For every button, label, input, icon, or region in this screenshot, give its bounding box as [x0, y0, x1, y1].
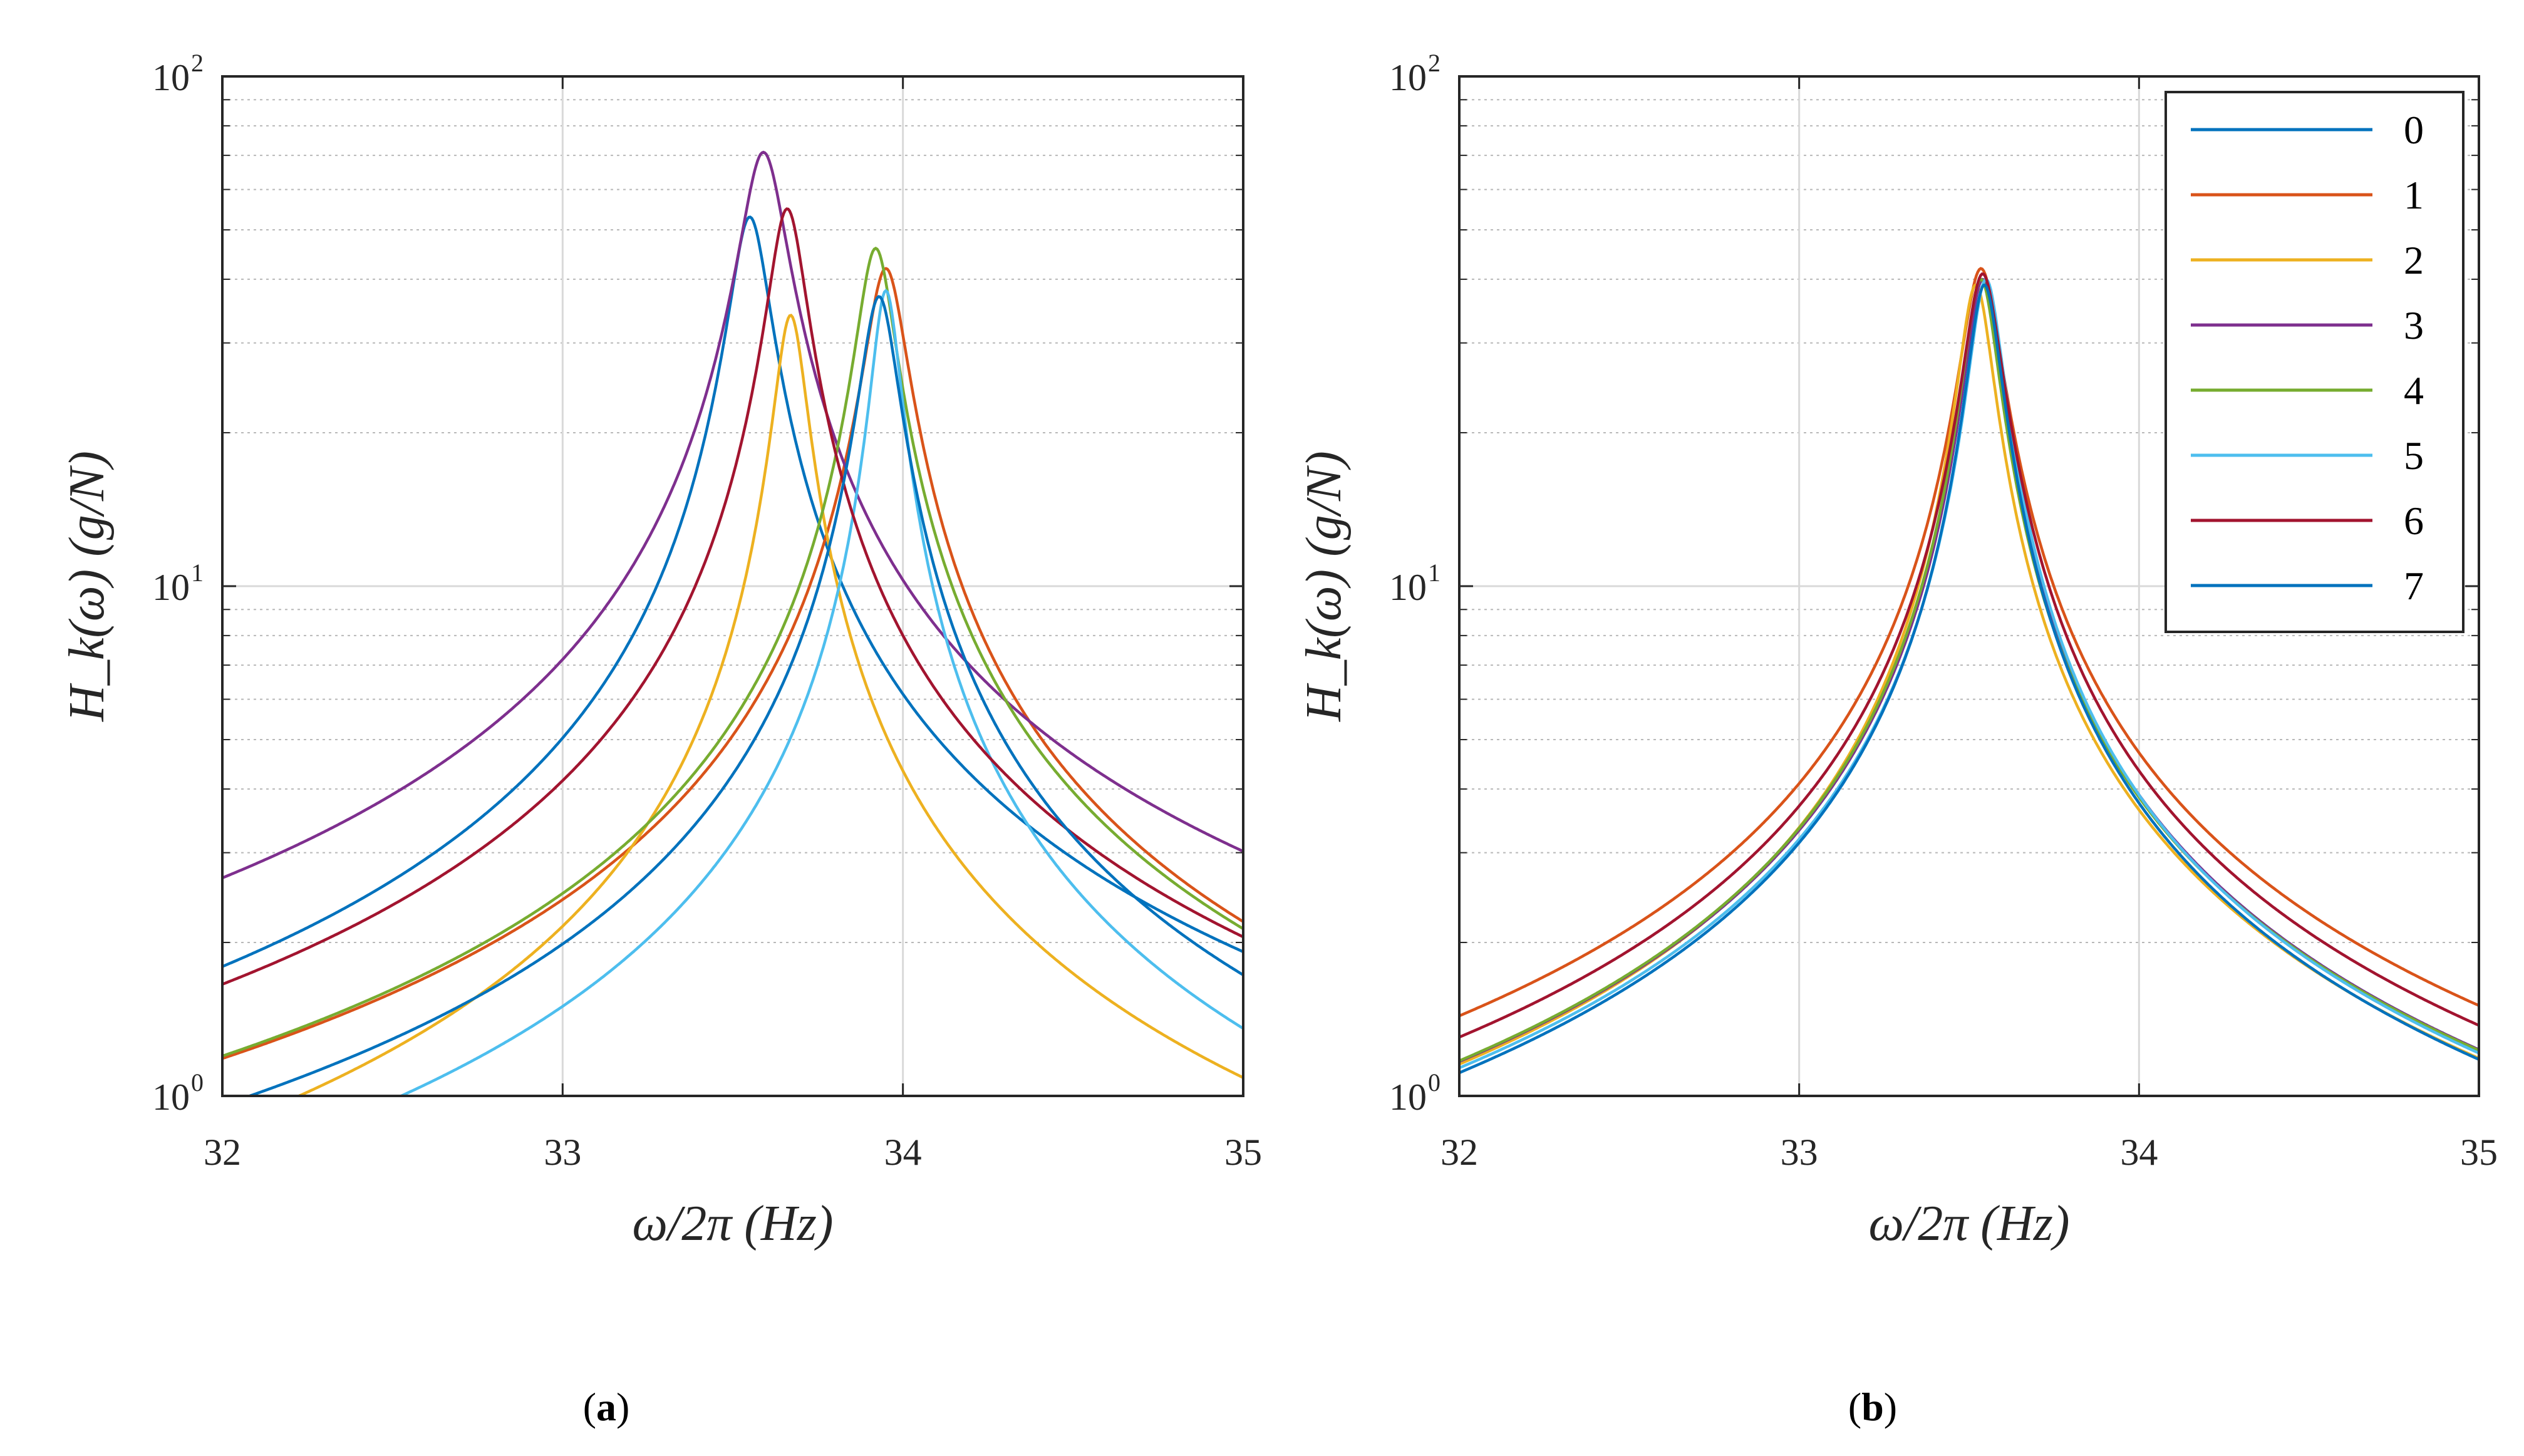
legend-label-5: 5	[2404, 433, 2424, 478]
panel-label-open: (	[1848, 1385, 1861, 1429]
y-tick-exponent: 0	[1428, 1068, 1440, 1097]
y-tick-base: 10	[1389, 57, 1427, 98]
x-tick-label: 34	[884, 1132, 922, 1173]
y-tick-label: 10 2	[1389, 49, 1440, 98]
y-axis-label: H_k(ω) (g/N)	[59, 451, 115, 722]
y-tick-base: 10	[1389, 1077, 1427, 1118]
legend-box	[2165, 91, 2465, 633]
y-tick-label: 10 0	[1389, 1068, 1440, 1118]
series-line-4	[222, 246, 1243, 1058]
panel-label-close: )	[616, 1385, 629, 1429]
series-line-6	[1459, 272, 2479, 1039]
legend-label-0: 0	[2404, 108, 2424, 152]
y-axis-label: H_k(ω) (g/N)	[1296, 451, 1352, 722]
y-tick-base: 10	[152, 567, 190, 608]
y-tick-base: 10	[1389, 567, 1427, 608]
x-tick-label: 34	[2120, 1132, 2158, 1173]
y-tick-base: 10	[152, 57, 190, 98]
series-line-1	[222, 267, 1243, 1060]
x-axis-label: ω/2π (Hz)	[1869, 1196, 2070, 1251]
x-tick-label: 32	[1440, 1132, 1478, 1173]
legend: 0 1 2 3 4 5 6 7	[2165, 91, 2465, 633]
panel-label-a: (a)	[583, 1385, 630, 1429]
x-tick-label: 33	[544, 1132, 581, 1173]
y-tick-exponent: 1	[1428, 559, 1440, 587]
legend-label-3: 3	[2404, 303, 2424, 348]
y-tick-exponent: 2	[1428, 49, 1440, 77]
series-group	[1459, 267, 2479, 1075]
panel-label-b: (b)	[1848, 1385, 1897, 1429]
y-tick-label: 10 1	[1389, 559, 1440, 608]
series-line-6	[222, 207, 1243, 986]
y-tick-label: 10 1	[152, 559, 204, 608]
legend-label-4: 4	[2404, 368, 2424, 413]
x-axis-label: ω/2π (Hz)	[633, 1196, 834, 1251]
y-tick-label: 10 0	[152, 1068, 204, 1118]
panel-label-open: (	[583, 1385, 596, 1429]
x-tick-label: 32	[204, 1132, 241, 1173]
y-tick-exponent: 0	[191, 1068, 204, 1097]
panel-label-close: )	[1884, 1385, 1897, 1429]
panel-label-letter: a	[596, 1385, 616, 1429]
series-line-7	[246, 295, 1243, 1096]
panel-label-letter: b	[1861, 1385, 1884, 1429]
x-axis: 32 33 34 35	[1440, 76, 2498, 1173]
grid	[1459, 76, 2479, 1096]
legend-label-2: 2	[2404, 238, 2424, 282]
series-line-5	[398, 288, 1243, 1096]
y-tick-exponent: 1	[191, 559, 204, 587]
y-tick-label: 10 2	[152, 49, 204, 98]
legend-label-7: 7	[2404, 564, 2424, 608]
series-line-7	[1459, 284, 2479, 1075]
series-group	[222, 150, 1243, 1096]
x-tick-label: 33	[1781, 1132, 1818, 1173]
x-axis: 32 33 34 35	[204, 76, 1262, 1173]
legend-label-6: 6	[2404, 498, 2424, 543]
y-tick-base: 10	[152, 1077, 190, 1118]
x-tick-label: 35	[2460, 1132, 2498, 1173]
legend-label-1: 1	[2404, 173, 2424, 217]
series-line-2	[296, 314, 1243, 1096]
series-line-3	[222, 150, 1243, 879]
x-tick-label: 35	[1224, 1132, 1262, 1173]
y-tick-exponent: 2	[191, 49, 204, 77]
